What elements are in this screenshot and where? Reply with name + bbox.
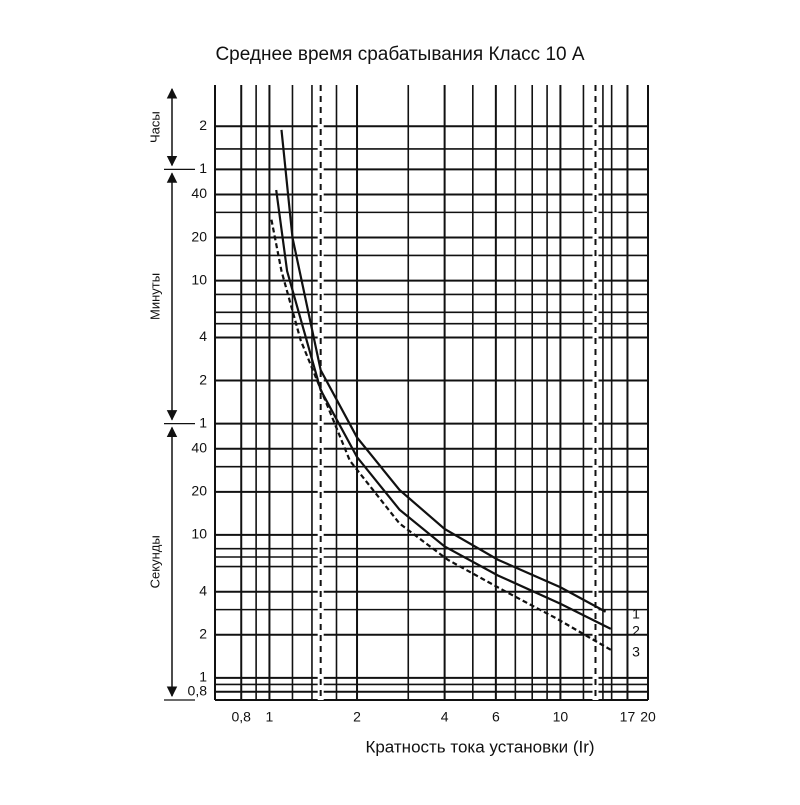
reference-bg — [317, 85, 324, 700]
curve — [280, 129, 607, 613]
chart-title: Среднее время срабатывания Класс 10 А — [215, 44, 584, 65]
curve-label: 2 — [632, 623, 640, 639]
x-tick-label: 4 — [441, 709, 449, 725]
y-tick-label: 10 — [191, 271, 207, 287]
x-tick-label: 17 — [620, 709, 636, 725]
y-tick-label: 40 — [191, 185, 207, 201]
y-tick-label: 20 — [191, 228, 207, 244]
x-tick-label: 2 — [353, 709, 361, 725]
y-tick-label: 2 — [199, 371, 207, 387]
y-tick-label: 1 — [199, 414, 207, 430]
y-tick-label: 1 — [199, 160, 207, 176]
curve — [270, 219, 612, 651]
curve — [275, 189, 612, 630]
y-tick-label: 20 — [191, 483, 207, 499]
x-axis-title: Кратность тока установки (Ir) — [365, 737, 594, 756]
y-tick-label: 1 — [199, 669, 207, 685]
x-tick-label: 0,8 — [232, 709, 252, 725]
y-tick-label: 40 — [191, 439, 207, 455]
y-tick-label: 10 — [191, 526, 207, 542]
reference-bg — [592, 85, 599, 700]
curve-label: 1 — [632, 605, 640, 621]
time-span-label: Минуты — [147, 273, 162, 320]
x-tick-label: 1 — [266, 709, 274, 725]
y-tick-label: 0,8 — [188, 682, 208, 698]
x-tick-label: 20 — [640, 709, 656, 725]
x-tick-label: 10 — [553, 709, 569, 725]
y-tick-label: 4 — [199, 328, 207, 344]
x-tick-label: 6 — [492, 709, 500, 725]
time-span-label: Секунды — [147, 535, 162, 588]
y-tick-label: 2 — [199, 626, 207, 642]
time-span-label: Часы — [147, 111, 162, 143]
curve-label: 3 — [632, 644, 640, 660]
y-tick-label: 2 — [199, 117, 207, 133]
y-tick-label: 4 — [199, 582, 207, 598]
